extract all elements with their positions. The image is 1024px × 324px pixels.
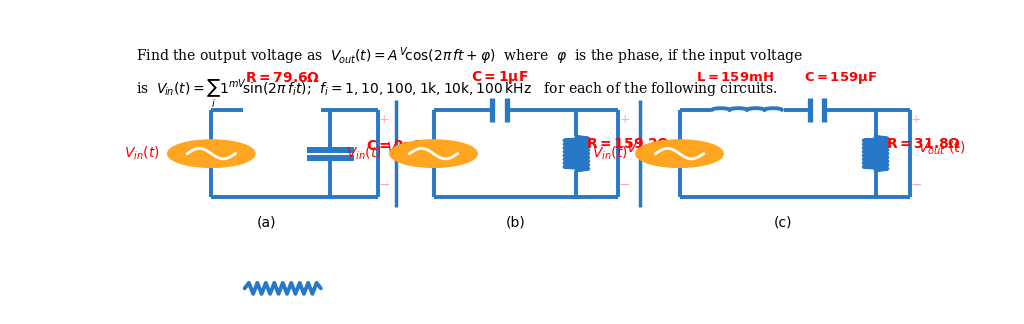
Circle shape <box>636 140 723 168</box>
Text: $V_{in}(t)$: $V_{in}(t)$ <box>346 145 382 162</box>
Text: Find the output voltage as  $V_{\!out}(t) = A^{\,V}\!\cos(2\pi\,ft + \varphi)$  : Find the output voltage as $V_{\!out}(t)… <box>136 45 803 67</box>
Text: $V_{out}$ (t): $V_{out}$ (t) <box>918 140 965 157</box>
Text: +: + <box>910 113 922 126</box>
Text: +: + <box>379 113 390 126</box>
Text: (b): (b) <box>506 215 525 229</box>
Text: $\mathbf{R = 159.2\Omega}$: $\mathbf{R = 159.2\Omega}$ <box>586 137 671 151</box>
Text: (a): (a) <box>257 215 276 229</box>
Text: $V_{in}(t)$: $V_{in}(t)$ <box>124 145 160 162</box>
Text: $\mathbf{R = 79.6\Omega}$: $\mathbf{R = 79.6\Omega}$ <box>245 71 321 85</box>
Text: −: − <box>618 178 631 192</box>
Circle shape <box>168 140 255 168</box>
Text: (c): (c) <box>773 215 792 229</box>
Text: $\mathbf{R=31.8\Omega}$: $\mathbf{R=31.8\Omega}$ <box>886 137 961 151</box>
Text: $\mathbf{C = 2\mu F}$: $\mathbf{C = 2\mu F}$ <box>367 138 424 155</box>
Text: −: − <box>379 178 390 192</box>
Text: $\mathbf{C=159\mu F}$: $\mathbf{C=159\mu F}$ <box>804 70 878 86</box>
Circle shape <box>390 140 477 168</box>
Text: is  $V_{\!in}(t) = \sum_i 1^{mV}\!\sin(2\pi\,f_i t)$;  $f_i = 1, 10, 100, 1\math: is $V_{\!in}(t) = \sum_i 1^{mV}\!\sin(2\… <box>136 77 777 110</box>
Text: +: + <box>620 113 630 126</box>
Text: $V_{out}$ (t): $V_{out}$ (t) <box>386 140 433 157</box>
Text: $\mathbf{C = 1\mu F}$: $\mathbf{C = 1\mu F}$ <box>471 69 528 86</box>
Text: $V_{out}$ (t): $V_{out}$ (t) <box>627 140 674 157</box>
Text: −: − <box>910 178 922 192</box>
Text: $\mathbf{L=159mH}$: $\mathbf{L=159mH}$ <box>696 71 774 84</box>
Text: $V_{in}(t)$: $V_{in}(t)$ <box>592 145 628 162</box>
